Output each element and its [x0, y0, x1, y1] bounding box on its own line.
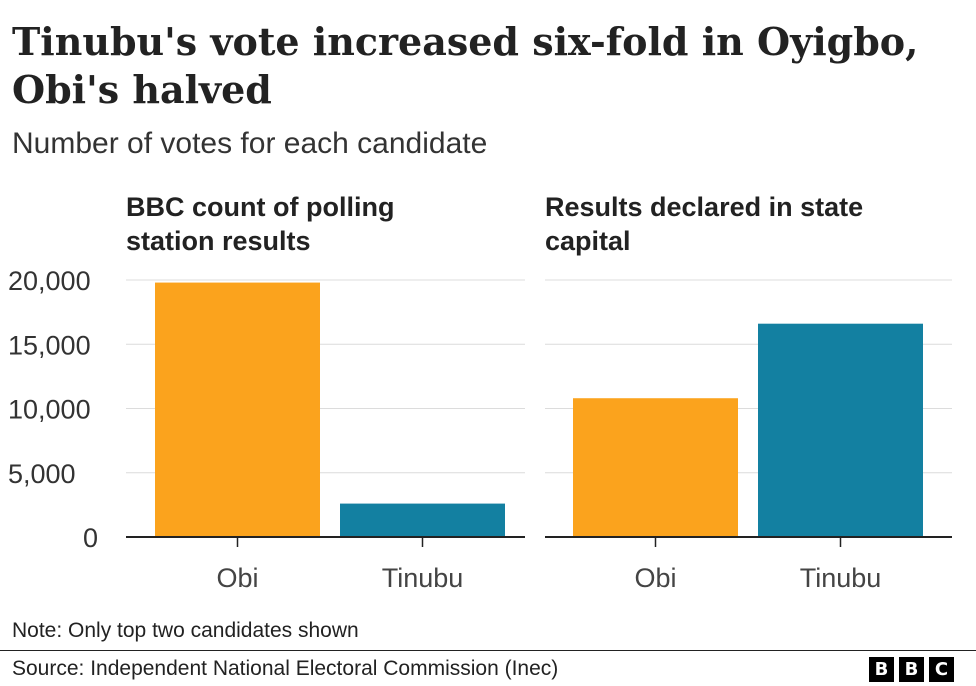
bar-tinubu [340, 503, 505, 537]
chart-subtitle: Number of votes for each candidate [12, 127, 488, 160]
bar-obi [573, 398, 738, 537]
bbc-logo-letter: B [869, 657, 894, 682]
chart-title: Tinubu's vote increased six-fold in Oyig… [12, 19, 919, 112]
panel-title-bbc-count: BBC count of polling station results [126, 192, 395, 256]
bar-tinubu [758, 323, 923, 537]
y-tick-label: 0 [83, 523, 98, 553]
x-tick-label: Tinubu [800, 563, 882, 593]
chart-source: Source: Independent National Electoral C… [12, 657, 559, 680]
bbc-logo-letter: C [929, 657, 954, 682]
bar-obi [155, 282, 320, 537]
y-tick-label: 20,000 [8, 266, 91, 296]
y-tick-label: 5,000 [8, 459, 76, 489]
x-tick-label: Obi [634, 563, 676, 593]
y-tick-label: 15,000 [8, 330, 91, 360]
x-tick-label: Tinubu [382, 563, 464, 593]
x-tick-label: Obi [216, 563, 258, 593]
y-tick-label: 10,000 [8, 395, 91, 425]
footer-divider [0, 650, 976, 651]
chart-note: Note: Only top two candidates shown [12, 619, 359, 642]
bbc-logo: B B C [869, 657, 954, 682]
bbc-logo-letter: B [899, 657, 924, 682]
panel-title-declared-results: Results declared in state capital [545, 192, 864, 256]
